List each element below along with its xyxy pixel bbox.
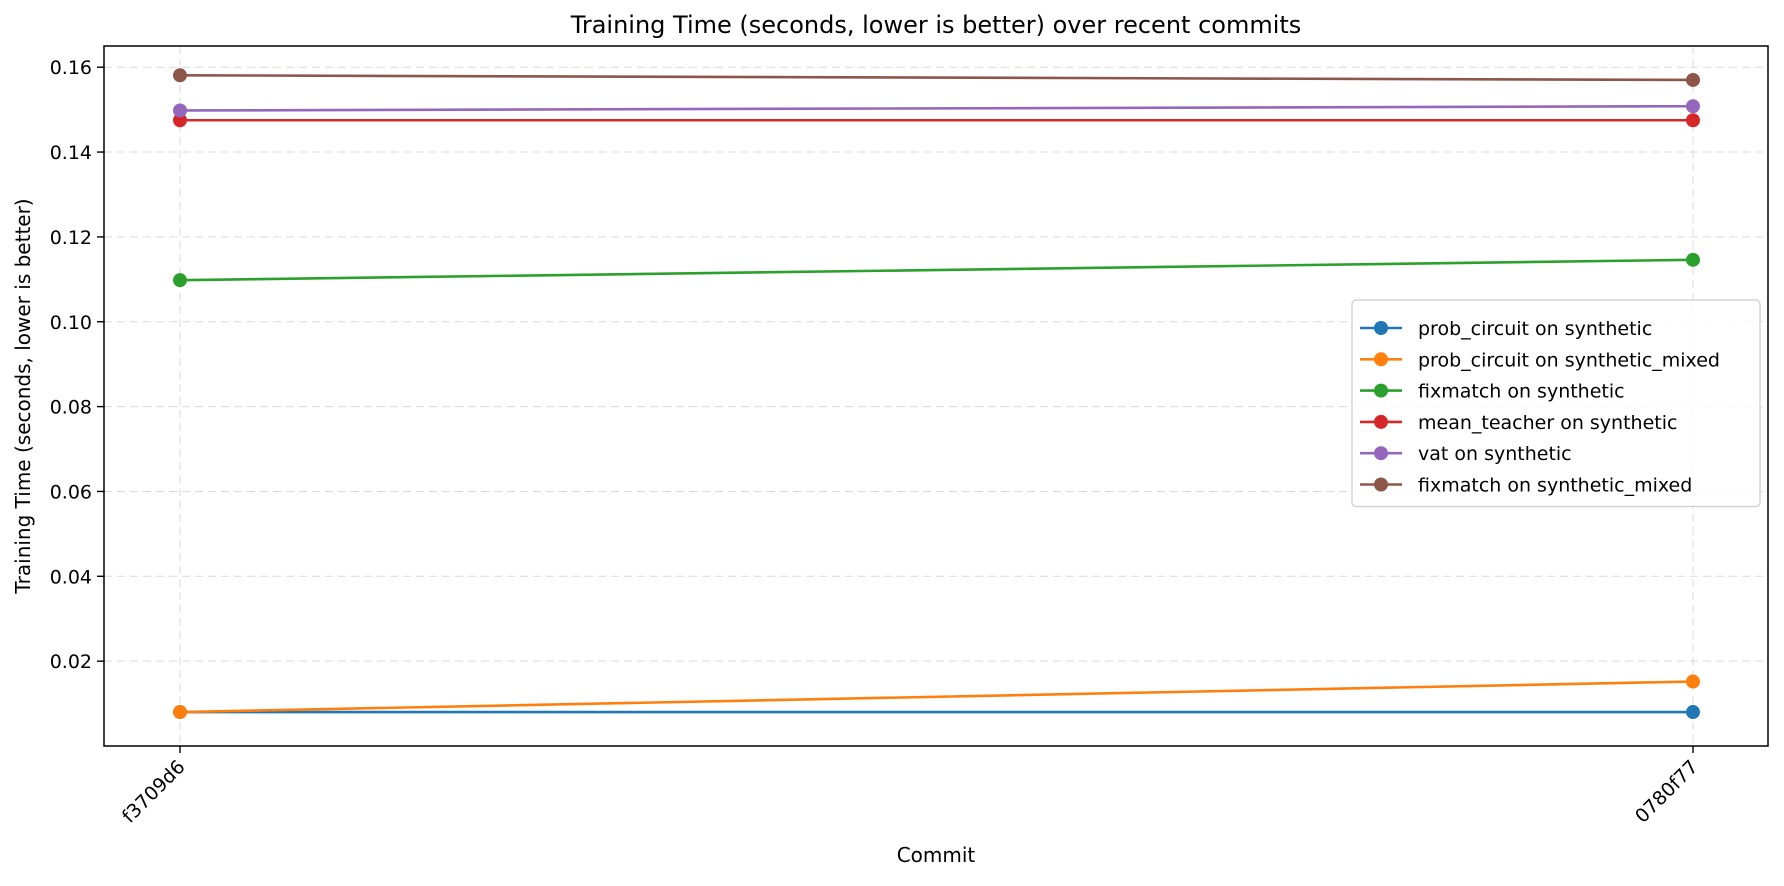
x-axis-label: Commit xyxy=(897,843,976,867)
y-tick-label: 0.04 xyxy=(50,566,92,588)
legend-frame xyxy=(1351,299,1761,508)
x-axis-ticks: f3709d6 0780f77 xyxy=(118,746,1703,828)
series-line xyxy=(179,680,1694,714)
y-tick-label: 0.12 xyxy=(50,227,92,249)
plot-frame xyxy=(103,45,1769,747)
y-axis-ticks: 0.02 0.04 0.06 0.08 0.10 0.12 0.14 0.16 xyxy=(50,57,104,673)
y-tick-label: 0.14 xyxy=(50,142,92,164)
y-tick-label: 0.02 xyxy=(50,651,92,673)
legend-swatch-marker xyxy=(1374,477,1388,492)
data-point xyxy=(173,273,187,288)
legend: prob_circuit on synthetic prob_circuit on… xyxy=(1351,299,1761,508)
data-point xyxy=(1686,674,1700,689)
series-3 xyxy=(173,113,1700,128)
legend-swatch-marker xyxy=(1374,383,1388,398)
data-point xyxy=(173,113,187,128)
y-tick-label: 0.06 xyxy=(50,481,92,503)
series-line xyxy=(179,104,1694,112)
y-tick-label: 0.08 xyxy=(50,397,92,419)
data-point xyxy=(173,68,187,83)
series-line xyxy=(179,73,1694,82)
legend-swatch-marker xyxy=(1374,321,1388,335)
chart-title: Training Time (seconds, lower is better)… xyxy=(570,11,1302,39)
legend-label: fixmatch on synthetic xyxy=(1418,381,1625,403)
legend-label: mean_teacher on synthetic xyxy=(1418,412,1677,434)
legend-item: fixmatch on synthetic xyxy=(1360,381,1625,403)
series-line xyxy=(179,258,1694,282)
legend-swatch-marker xyxy=(1374,352,1388,367)
legend-swatch-marker xyxy=(1374,414,1388,429)
y-tick-label: 0.16 xyxy=(50,57,92,79)
legend-item: prob_circuit on synthetic xyxy=(1360,318,1652,340)
series-1 xyxy=(173,674,1700,720)
x-tick-label: f3709d6 xyxy=(118,756,190,828)
data-point xyxy=(173,705,187,720)
legend-swatch-marker xyxy=(1374,446,1388,461)
y-tick-label: 0.10 xyxy=(50,312,92,334)
series-layer xyxy=(173,68,1700,720)
x-tick-label: 0780f77 xyxy=(1631,756,1703,828)
legend-label: prob_circuit on synthetic xyxy=(1418,318,1652,340)
data-point xyxy=(1686,252,1700,267)
legend-item: prob_circuit on synthetic_mixed xyxy=(1360,349,1720,371)
series-4 xyxy=(173,99,1700,118)
series-5 xyxy=(173,68,1700,87)
y-axis-label: Training Time (seconds, lower is better) xyxy=(11,198,35,594)
legend-label: vat on synthetic xyxy=(1418,443,1572,465)
legend-label: fixmatch on synthetic_mixed xyxy=(1418,475,1692,497)
data-point xyxy=(1686,99,1700,114)
data-point xyxy=(1686,113,1700,128)
data-point xyxy=(173,103,187,118)
series-2 xyxy=(173,252,1700,288)
legend-item: vat on synthetic xyxy=(1360,443,1572,465)
data-point xyxy=(1686,705,1700,720)
data-point xyxy=(1686,72,1700,87)
grid-layer xyxy=(104,46,1768,746)
legend-label: prob_circuit on synthetic_mixed xyxy=(1418,349,1720,371)
legend-item: fixmatch on synthetic_mixed xyxy=(1360,475,1692,497)
legend-item: mean_teacher on synthetic xyxy=(1360,412,1677,434)
